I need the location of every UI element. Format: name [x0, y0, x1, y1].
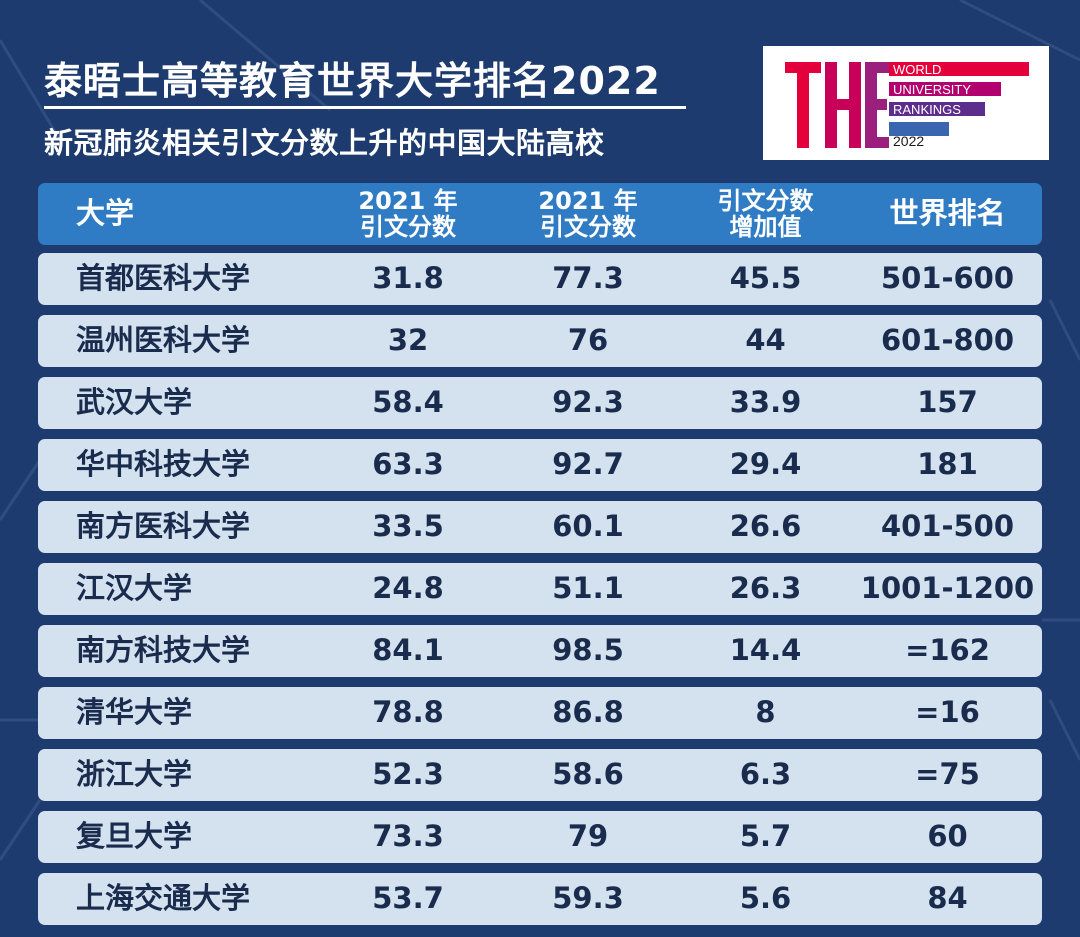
the-rankings-logo: WORLD UNIVERSITY RANKINGS 2022: [763, 46, 1049, 160]
column-header-increase: 引文分数 增加值: [717, 186, 814, 241]
cell-score-a: 78.8: [372, 695, 444, 730]
cell-score-b: 51.1: [552, 571, 624, 606]
cell-score-a: 63.3: [372, 447, 444, 482]
cell-score-b: 60.1: [552, 509, 624, 544]
cell-score-b: 92.7: [552, 447, 624, 482]
cell-score-a: 84.1: [372, 633, 444, 668]
cell-increase: 26.6: [729, 509, 802, 544]
cell-score-b: 77.3: [552, 261, 624, 296]
cell-increase: 6.3: [739, 757, 792, 792]
cell-university: 温州医科大学: [76, 323, 251, 358]
cell-score-b: 58.6: [552, 757, 624, 792]
cell-rank: =75: [915, 757, 980, 792]
table-row: 首都医科大学 31.8 77.3 45.5 501-600: [38, 253, 1042, 305]
cell-increase: 5.6: [739, 881, 792, 916]
cell-increase: 44: [745, 323, 786, 358]
cell-university: 武汉大学: [76, 385, 193, 420]
cell-increase: 45.5: [729, 261, 802, 296]
table-row: 浙江大学 52.3 58.6 6.3 =75: [38, 749, 1042, 801]
column-header-university: 大学: [76, 196, 135, 231]
cell-increase: 5.7: [739, 819, 792, 854]
cell-increase: 8: [755, 695, 776, 730]
cell-score-a: 73.3: [372, 819, 444, 854]
cell-score-b: 59.3: [552, 881, 624, 916]
table-row: 复旦大学 73.3 79 5.7 60: [38, 811, 1042, 863]
table-row: 南方医科大学 33.5 60.1 26.6 401-500: [38, 501, 1042, 553]
cell-increase: 29.4: [729, 447, 802, 482]
logo-line3: RANKINGS: [893, 102, 961, 117]
cell-increase: 14.4: [729, 633, 802, 668]
title-divider: [44, 106, 686, 109]
cell-score-b: 79: [567, 819, 609, 854]
cell-rank: 60: [927, 819, 968, 854]
cell-university: 华中科技大学: [76, 447, 251, 482]
cell-university: 首都医科大学: [76, 261, 251, 296]
cell-increase: 26.3: [729, 571, 802, 606]
cell-rank: 601-800: [880, 323, 1015, 358]
cell-score-a: 24.8: [372, 571, 444, 606]
table-row: 江汉大学 24.8 51.1 26.3 1001-1200: [38, 563, 1042, 615]
cell-rank: =162: [905, 633, 990, 668]
cell-rank: 1001-1200: [860, 571, 1035, 606]
page-subtitle: 新冠肺炎相关引文分数上升的中国大陆高校: [44, 126, 605, 160]
table-row: 武汉大学 58.4 92.3 33.9 157: [38, 377, 1042, 429]
cell-rank: 157: [917, 385, 978, 420]
cell-rank: =16: [915, 695, 980, 730]
cell-score-b: 98.5: [552, 633, 624, 668]
cell-rank: 401-500: [880, 509, 1015, 544]
cell-rank: 84: [927, 881, 968, 916]
cell-score-a: 52.3: [372, 757, 444, 792]
cell-increase: 33.9: [729, 385, 802, 420]
cell-score-a: 32: [387, 323, 429, 358]
logo-line1: WORLD: [893, 62, 941, 77]
cell-score-a: 31.8: [372, 261, 444, 296]
cell-university: 江汉大学: [76, 571, 193, 606]
logo-year: 2022: [893, 133, 924, 149]
column-header-score-b: 2021 年 引文分数: [538, 186, 638, 241]
cell-score-b: 76: [567, 323, 609, 358]
table-row: 南方科技大学 84.1 98.5 14.4 =162: [38, 625, 1042, 677]
cell-score-b: 92.3: [552, 385, 624, 420]
table-row: 华中科技大学 63.3 92.7 29.4 181: [38, 439, 1042, 491]
cell-university: 复旦大学: [76, 819, 193, 854]
logo-line2: UNIVERSITY: [893, 82, 971, 97]
table-body: 首都医科大学 31.8 77.3 45.5 501-600 温州医科大学 32 76 44 601…: [38, 253, 1042, 925]
cell-score-a: 33.5: [372, 509, 444, 544]
cell-university: 上海交通大学: [76, 881, 251, 916]
column-header-score-a: 2021 年 引文分数: [358, 186, 458, 241]
column-header-rank: 世界排名: [889, 196, 1006, 231]
cell-score-a: 58.4: [372, 385, 444, 420]
cell-score-a: 53.7: [372, 881, 444, 916]
table-row: 清华大学 78.8 86.8 8 =16: [38, 687, 1042, 739]
cell-university: 浙江大学: [76, 757, 193, 792]
cell-university: 南方医科大学: [76, 509, 251, 544]
table-header-row: 大学 2021 年 引文分数 2021 年 引文分数 引文分数 增加值 世界排名: [38, 183, 1042, 245]
table-row: 上海交通大学 53.7 59.3 5.6 84: [38, 873, 1042, 925]
table-row: 温州医科大学 32 76 44 601-800: [38, 315, 1042, 367]
cell-rank: 501-600: [880, 261, 1015, 296]
cell-university: 南方科技大学: [76, 633, 251, 668]
cell-university: 清华大学: [76, 695, 193, 730]
rankings-table: 大学 2021 年 引文分数 2021 年 引文分数 引文分数 增加值 世界排名…: [38, 183, 1042, 935]
cell-score-b: 86.8: [552, 695, 624, 730]
page-title: 泰晤士高等教育世界大学排名2022: [44, 59, 661, 103]
cell-rank: 181: [917, 447, 978, 482]
